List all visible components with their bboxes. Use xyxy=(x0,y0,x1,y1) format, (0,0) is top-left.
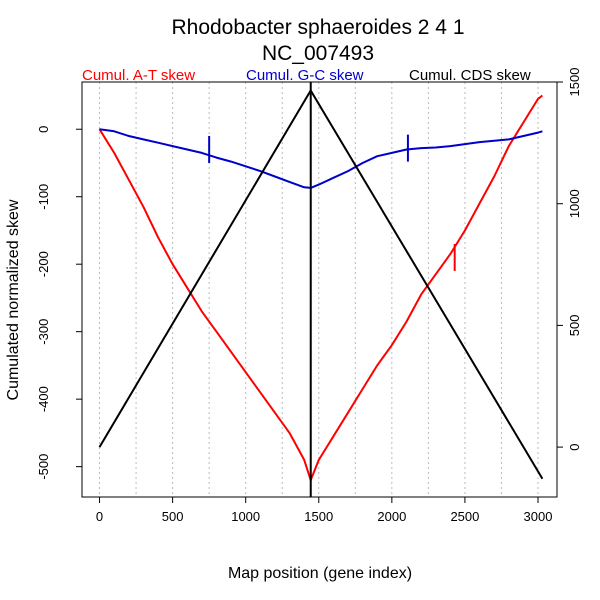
y2-tick-label: 0 xyxy=(567,443,582,450)
legend-cds-skew: Cumul. CDS skew xyxy=(409,67,531,84)
chart-subtitle: NC_007493 xyxy=(262,42,374,65)
y-tick-label: -500 xyxy=(36,454,51,480)
series-layer xyxy=(98,82,544,497)
y-tick-label: -400 xyxy=(36,386,51,412)
axes-layer: 0 500 1000 1500 2000 2500 3000 0 -100 -200 -300 -40… xyxy=(36,68,582,524)
x-tick-label: 2000 xyxy=(377,509,406,524)
grid-lines xyxy=(99,82,539,497)
x-axis-label: Map position (gene index) xyxy=(228,565,412,582)
y2-tick-label: 1500 xyxy=(567,68,582,97)
series-line-0 xyxy=(98,94,544,482)
x-tick-label: 1000 xyxy=(231,509,260,524)
legend-gc-skew: Cumul. G-C skew xyxy=(246,67,364,84)
y2-tick-label: 500 xyxy=(567,315,582,337)
y-tick-label: -300 xyxy=(36,319,51,345)
plot-frame xyxy=(81,81,558,498)
y-tick-label: -200 xyxy=(36,251,51,277)
x-tick-label: 3000 xyxy=(524,509,553,524)
x-tick-label: 0 xyxy=(96,509,103,524)
series-line-1 xyxy=(99,128,543,189)
x-tick-label: 1500 xyxy=(304,509,333,524)
y2-tick-label: 1000 xyxy=(567,189,582,218)
y-tick-label: 0 xyxy=(36,126,51,133)
chart-title: Rhodobacter sphaeroides 2 4 1 xyxy=(171,16,464,39)
y-axis-label: Cumulated normalized skew xyxy=(5,199,22,400)
y-tick-label: -100 xyxy=(36,184,51,210)
x-tick-label: 2500 xyxy=(450,509,479,524)
legend-at-skew: Cumul. A-T skew xyxy=(82,67,195,84)
series-line-2 xyxy=(98,89,544,480)
x-tick-label: 500 xyxy=(162,509,184,524)
